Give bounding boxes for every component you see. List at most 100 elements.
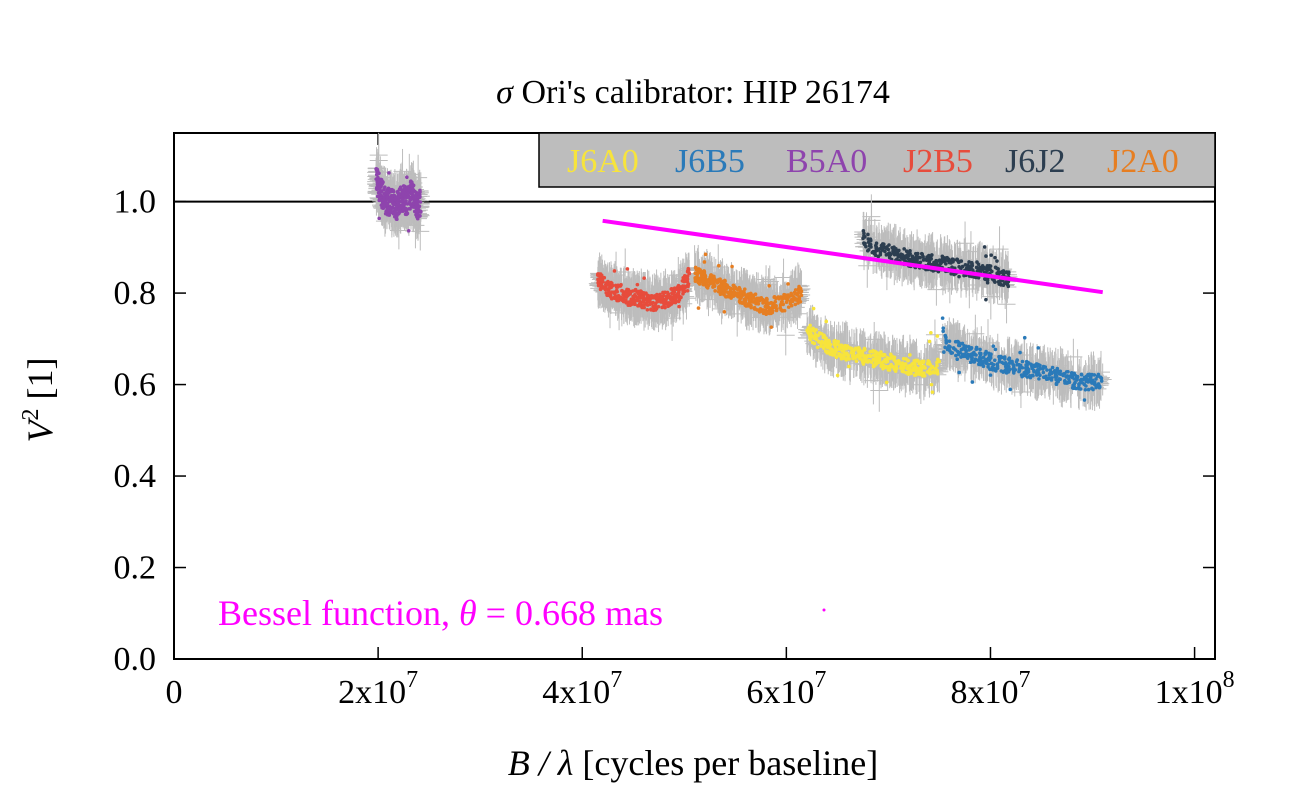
data-point-j6a0 xyxy=(857,346,861,351)
data-point-j6a0 xyxy=(936,357,940,362)
data-point-j6a0 xyxy=(870,349,874,354)
x-tick-label: 4x107 xyxy=(542,667,622,711)
data-point-j6a0 xyxy=(861,360,865,365)
data-point-j6a0 xyxy=(829,350,833,355)
data-points xyxy=(374,167,1104,402)
data-point-j6a0 xyxy=(935,369,940,374)
data-point-j6a0 xyxy=(839,354,844,359)
data-point-j6a0 xyxy=(914,373,918,377)
data-point-j6a0 xyxy=(914,366,919,370)
data-point-j6a0 xyxy=(900,361,905,365)
data-point-j6a0 xyxy=(823,349,828,353)
data-point-j6a0 xyxy=(887,364,891,369)
data-point-j6a0 xyxy=(908,353,912,357)
x-tick-label: 2x107 xyxy=(338,667,418,711)
data-point-j6a0 xyxy=(835,373,840,378)
data-point-j6a0 xyxy=(827,339,832,344)
data-point-j6a0 xyxy=(862,347,867,352)
data-point-j6a0 xyxy=(935,334,940,338)
data-point-j6a0 xyxy=(821,345,826,350)
data-point-j6a0 xyxy=(894,364,899,368)
axis-ticks: 0 2x107 4x107 6x107 8x107 1x108 0.0 0.2 0.4 0.6 0.… xyxy=(114,133,1235,711)
data-point-j6a0 xyxy=(811,327,816,332)
data-point-j6a0 xyxy=(925,370,930,374)
data-point-j6a0 xyxy=(811,306,816,311)
y-tick-label: 0.6 xyxy=(114,367,157,404)
data-point-j6a0 xyxy=(828,342,833,347)
data-point-j6a0 xyxy=(852,348,857,352)
data-point-j6a0 xyxy=(809,332,813,336)
data-point-j6a0 xyxy=(922,373,927,378)
data-point-j6a0 xyxy=(925,361,930,366)
data-point-j6a0 xyxy=(927,339,932,344)
data-point-j6a0 xyxy=(914,358,918,363)
x-tick-label: 8x107 xyxy=(950,667,1030,711)
data-point-j6a0 xyxy=(920,365,925,370)
data-point-j6a0 xyxy=(931,370,935,374)
data-point-j6a0 xyxy=(815,345,820,350)
data-point-j6a0 xyxy=(874,351,879,355)
data-point-j6a0 xyxy=(813,332,818,337)
data-point-j6a0 xyxy=(881,365,886,370)
data-point-j6a0 xyxy=(935,363,939,368)
data-point-j6a0 xyxy=(821,340,825,345)
data-point-j6a0 xyxy=(832,353,837,357)
data-point-j6a0 xyxy=(810,340,815,345)
data-point-j6a0 xyxy=(832,339,836,344)
y-tick-label: 0.0 xyxy=(114,641,157,678)
data-point-j6a0 xyxy=(893,369,898,373)
data-point-j6a0 xyxy=(901,366,906,370)
data-point-j6a0 xyxy=(901,356,906,361)
y-tick-label: 0.2 xyxy=(114,550,157,587)
data-point-j6a0 xyxy=(825,345,830,350)
data-point-j6a0 xyxy=(930,390,935,394)
data-point-j6a0 xyxy=(874,362,879,366)
data-point-j6a0 xyxy=(883,358,887,362)
data-point-j6a0 xyxy=(880,362,884,367)
data-point-j6a0 xyxy=(904,370,908,375)
data-point-j6a0 xyxy=(806,330,810,335)
data-point-j6a0 xyxy=(896,358,901,363)
x-tick-label: 6x107 xyxy=(746,667,826,711)
data-point-j6a0 xyxy=(935,360,939,365)
data-point-j6a0 xyxy=(888,356,892,361)
data-point-j6a0 xyxy=(879,350,883,354)
data-point-j6a0 xyxy=(898,366,903,370)
data-point-j6a0 xyxy=(930,365,935,370)
data-point-j6a0 xyxy=(846,354,850,358)
data-point-j6a0 xyxy=(808,337,813,342)
data-point-j6a0 xyxy=(876,357,881,362)
data-point-j6a0 xyxy=(919,361,923,366)
x-tick-label: 1x108 xyxy=(1155,667,1235,711)
data-point-j6a0 xyxy=(906,364,910,369)
data-point-j6a0 xyxy=(906,358,910,363)
data-point-j6a0 xyxy=(824,319,829,324)
data-point-j6a0 xyxy=(848,346,852,351)
data-point-j6b5 xyxy=(957,370,961,375)
data-point-j6a0 xyxy=(843,351,848,356)
data-point-j6a0 xyxy=(909,364,913,368)
data-point-j6a0 xyxy=(929,330,933,335)
data-point-j6a0 xyxy=(854,359,859,363)
data-point-j6a0 xyxy=(901,369,906,374)
data-point-j6a0 xyxy=(916,369,920,373)
data-point-j6a0 xyxy=(881,352,886,357)
data-point-j6a0 xyxy=(889,362,893,367)
data-point-j6a0 xyxy=(831,349,836,353)
y-tick-label: 0.8 xyxy=(114,275,157,312)
data-point-j6a0 xyxy=(867,354,872,358)
data-point-j6a0 xyxy=(911,368,916,373)
data-point-j6a0 xyxy=(821,333,826,337)
chart-title: σ Ori's calibrator: HIP 26174 xyxy=(496,74,890,111)
data-point-j6a0 xyxy=(817,340,821,344)
data-point-j6a0 xyxy=(871,353,876,357)
data-point-j6a0 xyxy=(824,338,828,342)
data-point-j6a0 xyxy=(929,382,934,387)
data-point-j6a0 xyxy=(872,357,877,362)
data-point-j6b5 xyxy=(1037,377,1041,381)
data-point-j6a0 xyxy=(840,345,845,350)
y-tick-label: 0.4 xyxy=(114,458,157,495)
y-tick-label: 1.0 xyxy=(114,184,157,221)
data-point-j6a0 xyxy=(865,359,870,364)
